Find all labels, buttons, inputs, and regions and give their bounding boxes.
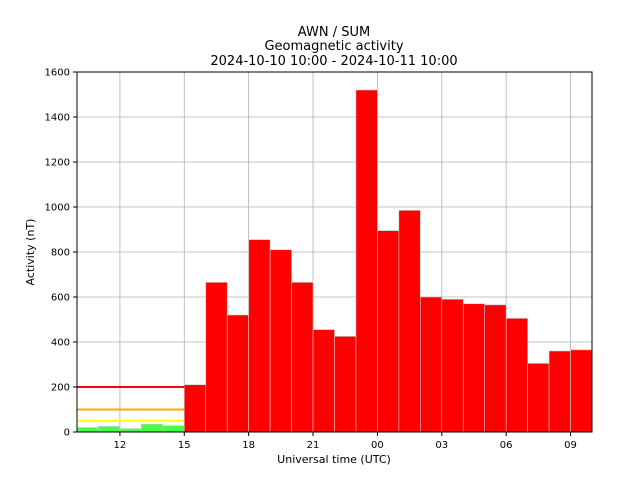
bar-1 (98, 426, 121, 433)
bar-15 (398, 210, 421, 433)
bar-16 (420, 296, 443, 433)
x-tick-label-12: 12 (114, 440, 127, 451)
y-tick-label-0: 0 (64, 428, 70, 439)
y-tick-label-600: 600 (51, 293, 70, 304)
chart-title-line-3: 2024-10-10 10:00 - 2024-10-11 10:00 (210, 54, 457, 69)
x-axis-label: Universal time (UTC) (277, 453, 391, 466)
y-tick-label-400: 400 (51, 338, 70, 349)
chart-title-line-2: Geomagnetic activity (264, 39, 403, 54)
bar-22 (548, 350, 571, 433)
y-tick-label-800: 800 (51, 248, 70, 259)
bar-9 (269, 249, 292, 433)
x-tick-label-18: 18 (242, 440, 255, 451)
bar-3 (141, 423, 164, 433)
bar-10 (291, 282, 314, 433)
y-axis-ticks: 0 200 400 600 800 1000 1200 1400 1600 (45, 68, 77, 439)
x-tick-label-03: 03 (435, 440, 448, 451)
y-tick-label-1000: 1000 (45, 203, 70, 214)
y-tick-label-1600: 1600 (45, 68, 70, 79)
bar-17 (441, 298, 464, 433)
x-tick-label-15: 15 (178, 440, 191, 451)
bar-12 (334, 336, 357, 433)
bar-20 (505, 318, 528, 433)
bar-11 (312, 329, 335, 433)
bar-7 (226, 314, 249, 433)
x-axis-ticks: 12 15 18 21 00 03 06 09 (114, 432, 577, 451)
x-tick-label-09: 09 (564, 440, 577, 451)
bar-6 (205, 282, 228, 433)
bar-0 (76, 427, 99, 433)
y-axis-label: Activity (nT) (24, 219, 37, 286)
threshold-lines (77, 386, 185, 422)
bar-23 (570, 349, 593, 433)
x-tick-label-21: 21 (307, 440, 320, 451)
bars (76, 89, 593, 433)
bar-5 (183, 384, 207, 433)
y-tick-label-200: 200 (51, 383, 70, 394)
chart-title: AWN / SUM Geomagnetic activity 2024-10-1… (210, 25, 457, 69)
bar-13 (355, 89, 378, 433)
bar-18 (462, 303, 486, 433)
x-tick-label-06: 06 (500, 440, 513, 451)
bar-4 (162, 425, 185, 433)
bar-14 (377, 230, 400, 433)
x-tick-label-00: 00 (371, 440, 384, 451)
bar-2 (119, 428, 142, 433)
bar-19 (484, 304, 507, 433)
chart-title-line-1: AWN / SUM (298, 25, 370, 40)
y-tick-label-1400: 1400 (45, 113, 70, 124)
y-tick-label-1200: 1200 (45, 158, 70, 169)
bar-8 (248, 239, 271, 433)
bar-21 (527, 363, 550, 433)
